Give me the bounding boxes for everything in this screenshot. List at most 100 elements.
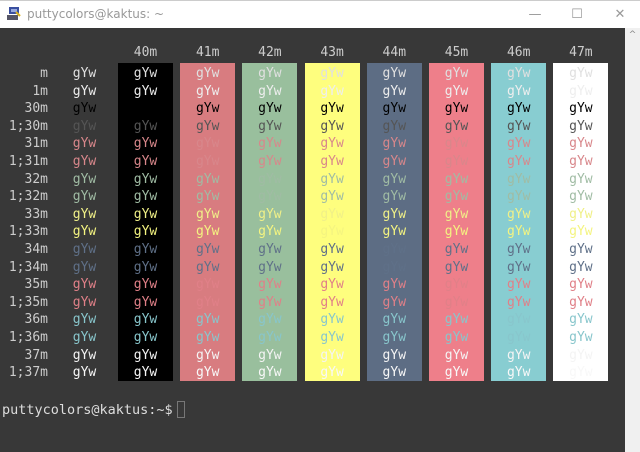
- column-header: 45m: [444, 45, 469, 60]
- color-sample-cell: gYw: [320, 242, 344, 257]
- color-sample-cell: gYw: [258, 259, 282, 275]
- color-sample-cell: gYw: [133, 224, 158, 240]
- color-sample-cell: gYw: [133, 206, 158, 222]
- color-sample-cell: gYw: [506, 365, 531, 381]
- color-sample-cell: gYw: [382, 277, 407, 293]
- color-sample-cell: gYw: [569, 277, 593, 293]
- color-sample-cell: gYw: [133, 330, 158, 345]
- color-sample-cell: gYw: [506, 66, 531, 81]
- row-label: 36m: [24, 312, 48, 328]
- color-sample-cell: gYw: [195, 347, 220, 363]
- color-sample-cell: gYw: [382, 312, 407, 328]
- color-sample-cell: gYw: [72, 312, 97, 328]
- color-sample-cell: gYw: [444, 189, 469, 205]
- color-sample-cell: gYw: [569, 154, 593, 169]
- color-sample-cell: gYw: [569, 347, 593, 363]
- row-label: 31m: [24, 136, 48, 152]
- color-sample-cell: gYw: [506, 224, 531, 240]
- color-sample-cell: gYw: [72, 242, 97, 257]
- color-sample-cell: gYw: [258, 154, 282, 169]
- color-sample-cell: gYw: [569, 118, 593, 134]
- color-sample-cell: gYw: [382, 259, 407, 275]
- bg-block-41m: [180, 63, 236, 381]
- color-sample-cell: gYw: [444, 118, 469, 134]
- color-sample-cell: gYw: [569, 224, 593, 240]
- color-sample-cell: gYw: [506, 206, 531, 222]
- color-sample-cell: gYw: [444, 83, 469, 99]
- color-sample-cell: gYw: [133, 83, 158, 99]
- color-sample-cell: gYw: [444, 171, 469, 187]
- color-sample-cell: gYw: [569, 312, 593, 328]
- close-button[interactable]: ✕: [614, 7, 626, 22]
- color-sample-cell: gYw: [320, 259, 344, 275]
- color-sample-cell: gYw: [569, 66, 593, 81]
- color-sample-cell: gYw: [195, 294, 220, 310]
- prompt-text: puttycolors@kaktus:~$: [2, 402, 173, 418]
- color-sample-cell: gYw: [444, 312, 469, 328]
- color-sample-cell: gYw: [382, 189, 407, 205]
- color-sample-cell: gYw: [382, 118, 407, 134]
- color-sample-cell: gYw: [72, 83, 97, 99]
- color-sample-cell: gYw: [195, 277, 220, 293]
- color-sample-cell: gYw: [506, 171, 531, 187]
- row-label: 1;35m: [8, 294, 48, 310]
- row-label: 1;33m: [8, 224, 48, 240]
- minimize-button[interactable]: —: [528, 7, 542, 22]
- color-sample-cell: gYw: [258, 66, 282, 81]
- terminal-area[interactable]: puttycolors@kaktus:~$ 40m 41m 42m 43m 44m 45m…: [0, 28, 625, 452]
- color-sample-cell: gYw: [258, 294, 282, 310]
- color-sample-cell: gYw: [72, 206, 97, 222]
- color-sample-cell: gYw: [133, 118, 158, 134]
- row-label: 32m: [24, 171, 48, 187]
- color-sample-cell: gYw: [320, 330, 344, 345]
- column-header: 44m: [382, 45, 407, 60]
- color-sample-cell: gYw: [195, 118, 220, 134]
- color-sample-cell: gYw: [320, 66, 344, 81]
- bg-block-46m: [491, 63, 547, 381]
- color-sample-cell: gYw: [320, 154, 344, 169]
- color-sample-cell: gYw: [133, 312, 158, 328]
- color-sample-cell: gYw: [444, 347, 469, 363]
- color-sample-cell: gYw: [72, 66, 97, 81]
- color-sample-cell: gYw: [133, 277, 158, 293]
- row-label: 1m: [32, 83, 48, 99]
- bg-block-44m: [366, 63, 422, 381]
- color-sample-cell: gYw: [195, 189, 220, 205]
- scroll-up-arrow-icon[interactable]: ^: [628, 30, 637, 40]
- color-sample-cell: gYw: [258, 171, 282, 187]
- color-sample-cell: gYw: [320, 206, 344, 222]
- color-sample-cell: gYw: [444, 66, 469, 81]
- color-sample-cell: gYw: [133, 347, 158, 363]
- column-header: 47m: [569, 45, 593, 60]
- color-sample-cell: gYw: [569, 259, 593, 275]
- color-sample-cell: gYw: [195, 171, 220, 187]
- color-sample-cell: gYw: [258, 224, 282, 240]
- color-sample-cell: gYw: [444, 242, 469, 257]
- color-sample-cell: gYw: [72, 277, 97, 293]
- putty-app-icon[interactable]: [6, 6, 22, 22]
- color-sample-cell: gYw: [320, 189, 344, 205]
- scrollbar[interactable]: ^: [625, 28, 640, 452]
- color-sample-cell: gYw: [382, 294, 407, 310]
- color-sample-cell: gYw: [569, 365, 593, 381]
- color-sample-cell: gYw: [569, 189, 593, 205]
- row-label: 1;30m: [8, 118, 48, 134]
- color-sample-cell: gYw: [382, 66, 407, 81]
- color-sample-cell: gYw: [382, 136, 407, 152]
- color-sample-cell: gYw: [569, 101, 593, 117]
- color-sample-cell: gYw: [320, 83, 344, 99]
- color-sample-cell: gYw: [320, 312, 344, 328]
- color-sample-cell: gYw: [506, 294, 531, 310]
- color-sample-cell: gYw: [258, 189, 282, 205]
- color-sample-cell: gYw: [506, 83, 531, 99]
- color-sample-cell: gYw: [444, 101, 469, 117]
- color-sample-cell: gYw: [133, 66, 158, 81]
- maximize-button[interactable]: ☐: [571, 7, 583, 22]
- column-header: 40m: [133, 45, 158, 60]
- column-header: 43m: [320, 45, 344, 60]
- color-sample-cell: gYw: [72, 365, 97, 381]
- color-sample-cell: gYw: [382, 101, 407, 117]
- color-sample-cell: gYw: [195, 101, 220, 117]
- row-label: 30m: [24, 101, 48, 117]
- color-sample-cell: gYw: [195, 206, 220, 222]
